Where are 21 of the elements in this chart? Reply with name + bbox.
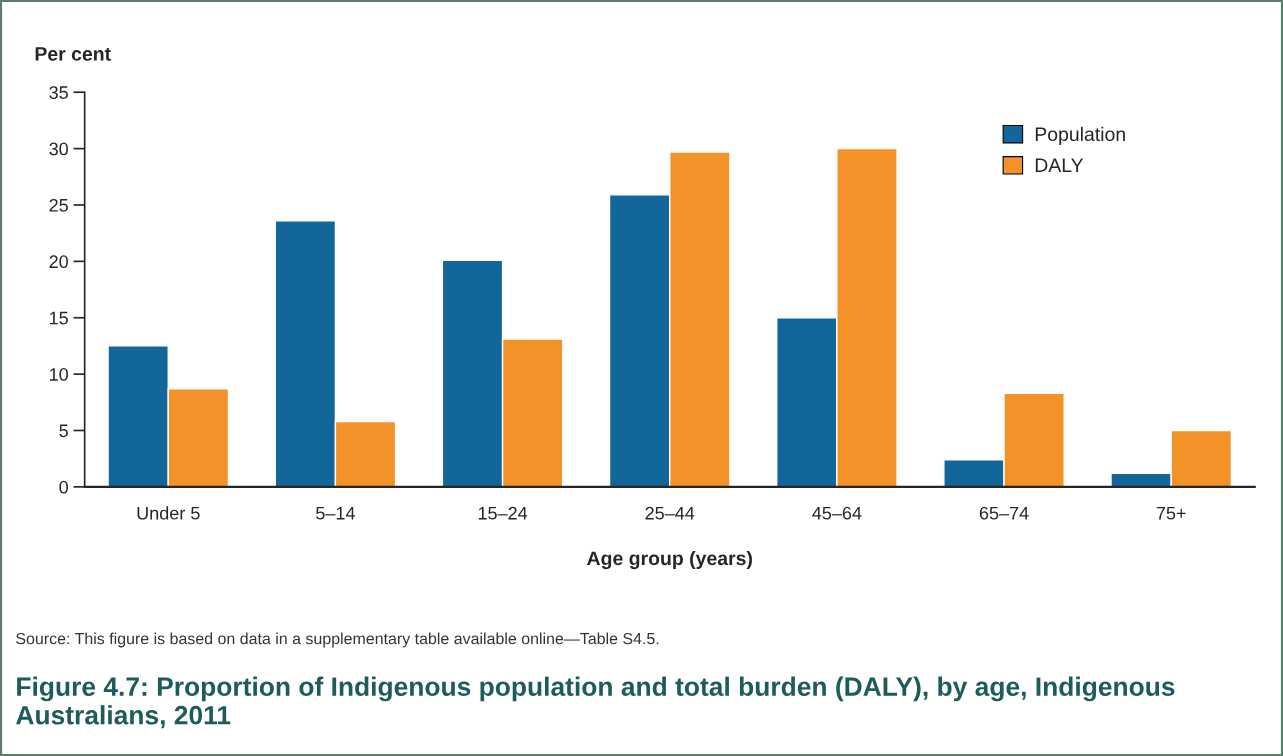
- x-tick-label: 5–14: [316, 506, 355, 520]
- x-tick-label: 45–64: [812, 506, 862, 520]
- y-tick-label: 10: [50, 368, 68, 381]
- y-tick-label: 0: [59, 480, 68, 494]
- x-axis-title: Age group (years): [587, 550, 752, 570]
- y-tick-label: 30: [49, 142, 68, 156]
- y-axis-title: Per cent: [35, 47, 111, 61]
- legend-label: Population: [1035, 126, 1125, 145]
- x-tick-label: 15–24: [478, 506, 528, 520]
- y-tick-label: 25: [49, 198, 68, 212]
- source-note: Source: This figure is based on data in a supplementary table available online—Table S4.5.: [16, 632, 659, 648]
- y-tick-label: 35: [49, 86, 68, 99]
- x-tick-label: 65–74: [979, 506, 1029, 520]
- y-tick-label: 15: [50, 311, 68, 325]
- y-tick-label: 5: [59, 424, 68, 438]
- x-tick-label: 25–44: [645, 506, 695, 520]
- text: Figure 4.7: Proportion of Indigenous population and total burden (DALY), by age, Indigenous Australians, 2011: [16, 676, 1175, 729]
- legend-label: DALY: [1035, 158, 1084, 172]
- y-tick-label: 20: [49, 255, 68, 269]
- x-tick-label: 75+: [1156, 506, 1186, 520]
- x-tick-label: Under 5: [137, 506, 200, 520]
